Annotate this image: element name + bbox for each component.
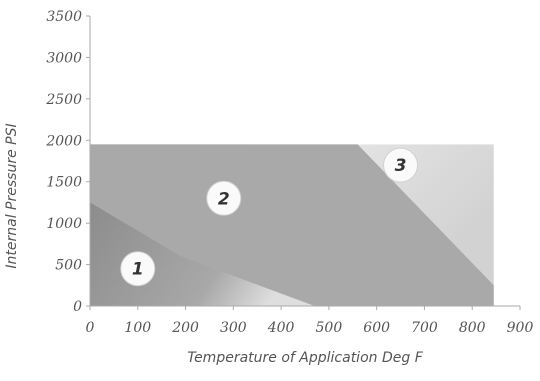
- y-tick-label: 2500: [45, 92, 82, 108]
- x-tick-label: 700: [411, 320, 438, 336]
- x-tick-label: 100: [124, 320, 151, 336]
- zone-2-label: 2: [218, 189, 230, 209]
- axes: 0 100 200 300 400 500 600 700 800 900 0 500 1000 1500…: [45, 9, 533, 336]
- y-tick-label: 3000: [46, 50, 82, 66]
- zone-3-marker: [383, 147, 419, 183]
- y-tick-label: 2000: [45, 133, 82, 149]
- x-axis-title: Temperature of Application Deg F: [187, 350, 423, 366]
- x-tick-label: 800: [459, 320, 486, 336]
- zone-2-marker: [206, 180, 242, 216]
- x-tick-label: 200: [171, 320, 199, 336]
- zone-3-label: 3: [395, 156, 407, 176]
- zone-1-label: 1: [132, 260, 144, 280]
- x-tick-label: 500: [316, 320, 343, 336]
- y-tick-label: 1500: [46, 175, 82, 191]
- y-tick-label: 3500: [46, 9, 82, 25]
- x-tick-label: 300: [220, 320, 247, 336]
- y-tick-label: 0: [73, 299, 82, 315]
- x-tick-label: 600: [363, 320, 390, 336]
- y-tick-label: 500: [55, 258, 82, 274]
- y-axis-title: Internal Pressure PSI: [4, 123, 20, 268]
- x-tick-label: 400: [267, 320, 295, 336]
- zone-markers: 1 2 3: [120, 147, 419, 287]
- y-tick-label: 1000: [46, 216, 82, 232]
- plot-areas: [90, 144, 494, 306]
- x-tick-label: 0: [86, 320, 95, 336]
- x-tick-label: 900: [507, 320, 534, 336]
- zone-1-marker: [120, 251, 156, 287]
